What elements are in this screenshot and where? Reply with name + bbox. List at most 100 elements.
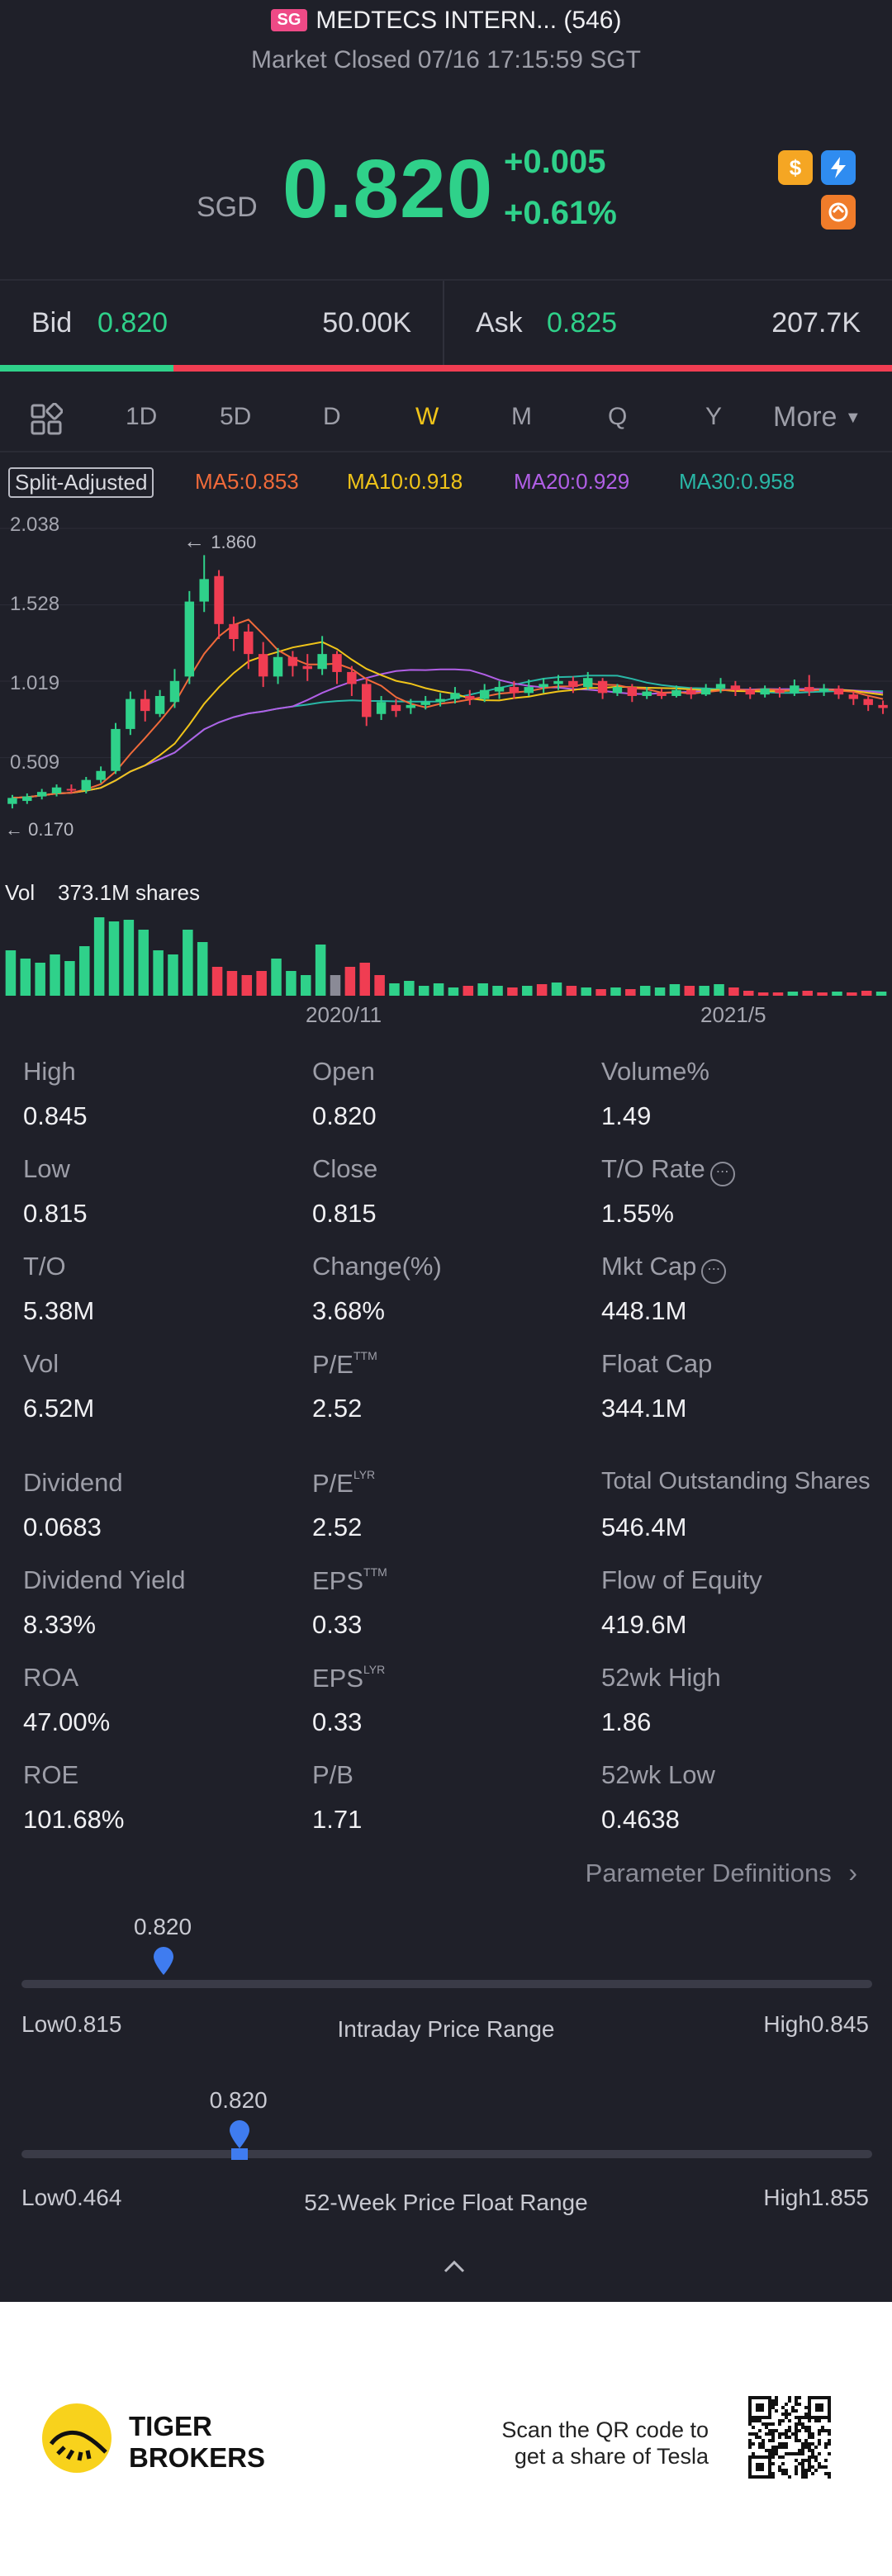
- max-price-label: 1.860: [211, 532, 257, 552]
- flash-icon[interactable]: [821, 150, 856, 185]
- swap-icon[interactable]: [821, 195, 856, 230]
- x-tick-label: 2021/5: [700, 1002, 766, 1027]
- stat-value: 3.68%: [312, 1296, 385, 1325]
- info-icon[interactable]: ⋯: [701, 1259, 727, 1284]
- candle: [597, 678, 608, 699]
- volume-bar: [35, 963, 45, 996]
- tab-y[interactable]: Y: [705, 403, 723, 430]
- tab-5d[interactable]: 5D: [220, 403, 252, 430]
- candle: [376, 695, 387, 721]
- candle: [878, 700, 888, 714]
- candle: [465, 689, 475, 705]
- stat-value: 546.4M: [601, 1513, 687, 1541]
- candle: [730, 680, 741, 696]
- max-price-marker: ← 1.860: [183, 528, 257, 553]
- week52-low: Low0.464: [21, 2185, 122, 2210]
- intraday-low: Low0.815: [21, 2011, 122, 2037]
- candle: [317, 636, 327, 675]
- tab-q[interactable]: Q: [608, 403, 628, 430]
- brand-line1: TIGER: [129, 2411, 212, 2441]
- scan-line2: get a share of Tesla: [514, 2444, 709, 2469]
- layout-grid-icon[interactable]: [30, 403, 63, 436]
- candle: [833, 685, 844, 699]
- tab-1d[interactable]: 1D: [126, 403, 158, 430]
- volume-bar: [847, 992, 857, 996]
- y-tick-label: 1.528: [10, 593, 60, 615]
- stat-value: 5.38M: [23, 1296, 95, 1325]
- week52-high: High1.855: [763, 2185, 869, 2210]
- intraday-high: High0.845: [763, 2011, 869, 2037]
- intraday-track: [21, 1980, 872, 1988]
- volume-bar: [817, 992, 828, 996]
- candle: [22, 793, 32, 804]
- candle: [671, 685, 681, 698]
- candle: [111, 722, 121, 774]
- candle: [258, 642, 268, 688]
- split-adjusted-toggle[interactable]: Split-Adjusted: [8, 467, 154, 498]
- candle: [126, 691, 135, 736]
- ma5-label: MA5:0.853: [195, 469, 299, 494]
- volume-bar: [728, 987, 739, 996]
- candle: [775, 687, 785, 698]
- stat-value: 2.52: [312, 1513, 363, 1541]
- tiger-logo-icon: [42, 2403, 112, 2473]
- ask-price: 0.825: [547, 307, 618, 339]
- stat-label: Close: [312, 1154, 378, 1183]
- volume-bar: [639, 986, 651, 996]
- qr-code: [748, 2396, 831, 2479]
- volume-bar: [64, 961, 75, 996]
- volume-bar: [522, 986, 533, 996]
- volume-label: Vol: [5, 880, 36, 905]
- tab-w[interactable]: W: [415, 403, 439, 430]
- volume-bar: [832, 992, 842, 996]
- period-tabs: 1D 5D D W M Q Y More ▼: [0, 386, 892, 452]
- candle: [154, 689, 165, 717]
- ask-size: 207.7K: [771, 307, 861, 339]
- stat-label: Flow of Equity: [601, 1565, 762, 1594]
- stat-label: Float Cap: [601, 1349, 713, 1378]
- volume-bar: [492, 986, 503, 996]
- volume-bar: [315, 945, 326, 996]
- volume-bar: [684, 986, 695, 996]
- parameter-definitions-link[interactable]: Parameter Definitions ›: [586, 1858, 857, 1888]
- scan-line1: Scan the QR code to: [501, 2417, 709, 2442]
- volume-bar: [79, 946, 90, 996]
- volume-bar: [714, 984, 724, 996]
- candle: [96, 766, 106, 784]
- stat-value: 6.52M: [23, 1394, 95, 1423]
- week52-range: 0.820 Low0.464 52-Week Price Float Range…: [0, 2087, 892, 2236]
- stat-value: 1.86: [601, 1707, 652, 1736]
- volume-bar: [861, 991, 872, 996]
- stat-label: Change(%): [312, 1252, 442, 1281]
- stat-value: 1.55%: [601, 1199, 674, 1228]
- chevron-up-icon[interactable]: [443, 2259, 466, 2274]
- intraday-range: 0.820 Low0.815 Intraday Price Range High…: [0, 1914, 892, 2054]
- tab-m[interactable]: M: [511, 403, 532, 430]
- stats-grid: High 0.845 Open 0.820 Volume% 1.49 Low 0.815 Clo…: [0, 1049, 892, 1841]
- dollar-icon[interactable]: $: [778, 150, 813, 185]
- y-tick-label: 1.019: [10, 672, 60, 694]
- candle: [479, 684, 490, 703]
- tab-more[interactable]: More ▼: [773, 401, 861, 433]
- stat-label: Dividend Yield: [23, 1565, 186, 1594]
- volume-chart: [0, 908, 892, 999]
- stat-value: 344.1M: [601, 1394, 687, 1423]
- info-icon[interactable]: ⋯: [709, 1162, 735, 1186]
- volume-bar: [374, 975, 385, 996]
- candle: [568, 676, 578, 694]
- stat-label: Vol: [23, 1349, 59, 1378]
- price-chart[interactable]: [0, 504, 892, 850]
- candle: [184, 590, 195, 684]
- tab-d[interactable]: D: [323, 403, 341, 430]
- ma20-line: [12, 668, 884, 799]
- volume-value: 373.1M shares: [58, 880, 200, 905]
- candle: [81, 777, 91, 793]
- candle: [657, 688, 667, 699]
- candle: [199, 555, 209, 613]
- stat-label: P/ETTM: [312, 1349, 377, 1379]
- volume-bar: [301, 975, 311, 996]
- bid-ratio-bar: [0, 365, 173, 372]
- candle: [169, 669, 180, 708]
- candle: [36, 788, 47, 800]
- candle: [700, 684, 711, 696]
